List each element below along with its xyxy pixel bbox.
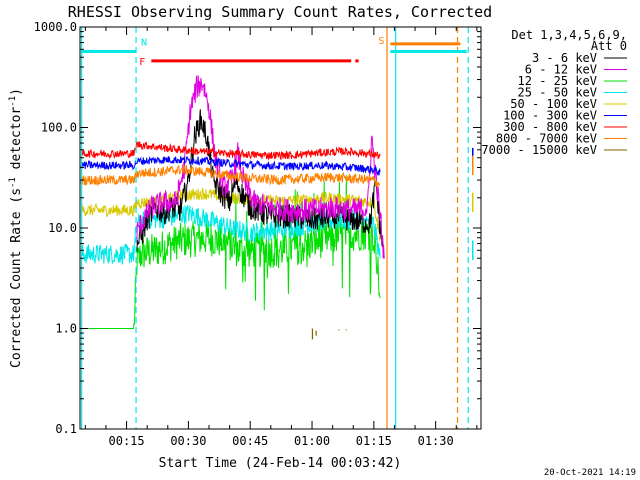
legend-entry-label: 6 - 12 keV xyxy=(525,63,597,77)
y-tick-label: 1.0 xyxy=(55,322,77,336)
y-tick-label: 10.0 xyxy=(48,221,77,235)
x-axis-label: Start Time (24-Feb-14 00:03:42) xyxy=(159,456,402,471)
legend-entry-label: 25 - 50 keV xyxy=(518,86,597,100)
x-tick-label: 01:30 xyxy=(418,434,454,448)
x-tick-label: 01:15 xyxy=(356,434,392,448)
series-line-800-7000keV xyxy=(80,164,381,188)
y-tick-label: 0.1 xyxy=(55,422,77,436)
y-axis-label-exp: -1 xyxy=(8,177,18,188)
x-tick-label: 00:45 xyxy=(232,434,268,448)
legend-header: Att 0 xyxy=(591,39,627,53)
legend-entry-label: 300 - 800 keV xyxy=(503,120,597,134)
axes: 0.1 1.0 10.0 100.0 1000.0 00:15 00:30 00:45 01:0… xyxy=(34,20,481,448)
legend-entry-label: 7000 - 15000 keV xyxy=(481,143,597,157)
x-tick-label: 01:00 xyxy=(294,434,330,448)
y-axis-label-part: ) xyxy=(9,88,24,96)
legend-entry-label: 100 - 300 keV xyxy=(503,109,597,123)
flag-label-F: F xyxy=(139,57,145,68)
x-tick-label: 00:30 xyxy=(170,434,206,448)
legend-header: Det 1,3,4,5,6,9, xyxy=(511,28,627,42)
legend-entry-label: 3 - 6 keV xyxy=(532,51,597,65)
y-axis-label-part: Corrected Count Rate (s xyxy=(9,188,24,368)
series-line-300-800keV xyxy=(81,141,381,161)
x-tick-label: 00:15 xyxy=(109,434,145,448)
legend-entry-label: 12 - 25 keV xyxy=(518,74,597,88)
series-line-6-12keV xyxy=(136,75,385,259)
series-layer xyxy=(80,75,385,340)
flag-label-N: N xyxy=(141,38,147,49)
y-axis-label-part: detector xyxy=(9,107,24,178)
overlay-layer: NF S xyxy=(81,27,474,429)
y-tick-label: 100.0 xyxy=(41,121,77,135)
series-line-100-300keV xyxy=(80,155,381,176)
y-axis-label-exp: -1 xyxy=(8,96,18,107)
chart-title: RHESSI Observing Summary Count Rates, Co… xyxy=(68,3,492,21)
plot-area: NF S 0.1 1.0 10.0 100.0 1000.0 00:15 00:30 00:45… xyxy=(34,20,482,448)
timestamp: 20-Oct-2021 14:19 xyxy=(544,468,636,478)
legend-entry-label: 50 - 100 keV xyxy=(510,97,597,111)
y-axis-label: Corrected Count Rate (s-1 detector-1) xyxy=(8,88,24,368)
flag-label-S: S xyxy=(378,36,384,47)
legend-entry-label: 800 - 7000 keV xyxy=(496,132,597,146)
y-tick-label: 1000.0 xyxy=(34,20,77,34)
series-line-25-50keV xyxy=(80,204,381,266)
